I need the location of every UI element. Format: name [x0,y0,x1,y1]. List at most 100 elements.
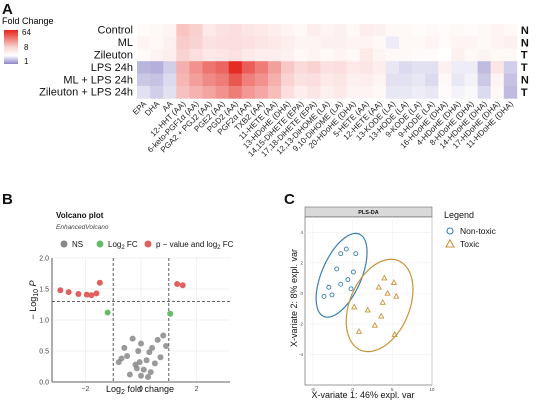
heatmap-cell [425,61,439,74]
heatmap-cell [228,48,243,62]
plsda-point-nontoxic [326,284,332,290]
heatmap-cell [490,48,505,62]
heatmap-cell [268,36,282,50]
heatmap-cell [150,24,164,37]
volcano-legend: NS Log2 FC p − value and log2 FC [60,240,234,251]
volcano-point-ns [124,352,131,359]
volcano-point-ns [146,349,153,356]
heatmap-cell [241,61,256,74]
heatmap-cell [189,61,203,74]
heatmap-cell [281,86,295,99]
plsda-point-toxic [375,283,382,290]
plsda-point-toxic [393,292,400,299]
heatmap-cell [451,86,465,99]
volcano-point-ns [136,359,143,366]
plsda-point-toxic [355,328,363,334]
volcano-y-label: − Log10 P [28,280,40,319]
plsda-x-tick: 0 [351,387,354,392]
heatmap-cell [268,86,282,99]
plsda-plot-area: PLS-DA -5 0 5 10 -4 -2 0 2 4 [299,206,435,392]
heatmap-cell [346,61,360,74]
plsda-point-nontoxic [338,281,344,287]
plsda-y-tick: -4 [299,352,303,357]
heatmap-cell [372,24,387,37]
heatmap-cell [268,48,282,62]
heatmap-cell [202,36,216,50]
heatmap-cell [294,73,308,87]
row-label-zileuton-lps-24h: Zileuton + LPS 24h [39,87,133,99]
fold-change-legend-title: Fold Change [2,16,54,26]
heatmap-cell [346,86,360,99]
volcano-x-tick: 2 [195,386,199,393]
heatmap-cell [490,61,505,74]
row-annotation-ml: N [521,37,529,49]
volcano-point-ns [118,355,125,362]
heatmap-cell [137,73,151,87]
plsda-point-toxic [384,289,391,296]
heatmap-cell [163,48,177,62]
volcano-point-ns [147,369,154,376]
panel-b-volcano: B Volcano plot EnhancedVolcano NS Log2 F… [2,191,234,396]
heatmap-cell [346,48,360,62]
plsda-title: PLS-DA [358,210,379,216]
heatmap-cell [307,24,321,37]
volcano-y-tick: 1.5 [39,287,49,294]
heatmap-cell [176,73,190,87]
volcano-point-ns [135,348,142,354]
heatmap-cell [503,48,518,62]
heatmap-cell [150,73,164,87]
heatmap-cell [202,48,216,62]
heatmap-cell [320,24,334,37]
row-label-ml-lps-24h: ML + LPS 24h [63,74,133,86]
volcano-point-ns [133,365,140,372]
heatmap-cell [163,73,177,87]
row-annotation-control: N [521,25,529,37]
plsda-point-nontoxic [350,269,356,275]
heatmap-cell [346,36,360,50]
heatmap-cell [438,48,452,62]
heatmap-cell [307,61,321,74]
volcano-point-significant [93,290,100,297]
heatmap-cell [176,86,190,99]
legend-toxic-label: Toxic [460,239,480,249]
heatmap-cell [137,36,151,50]
row-annotation-lps-24h: T [521,62,528,74]
volcano-title: Volcano plot [56,211,104,220]
legend-fc-marker [96,240,104,248]
heatmap-cell [163,24,177,37]
heatmap-cell [294,24,308,37]
heatmap-cell [438,36,452,50]
heatmap-cell [333,61,347,74]
volcano-y-tick: 0.0 [39,380,49,387]
plsda-y-label: X-variate 2: 8% expl. var [289,249,299,347]
heatmap-cell [464,36,478,50]
plsda-point-toxic [378,312,385,319]
heatmap-cell [359,24,374,37]
heatmap-cell [385,24,400,37]
plsda-point-nontoxic [353,251,359,257]
heatmap-cell [215,48,229,62]
heatmap-cell [451,36,465,50]
heatmap-cell [202,73,216,87]
heatmap-cell [281,61,295,74]
heatmap-cell [503,73,518,87]
heatmap-cell [399,61,413,74]
heatmap-cell [333,24,347,37]
heatmap-cell [385,36,400,50]
heatmap-cell [241,48,256,62]
plsda-y-tick: -2 [299,321,303,326]
heatmap-cell [163,86,177,99]
heatmap-cell [137,48,151,62]
plsda-point-toxic [364,306,371,313]
heatmap-cell [477,61,491,74]
volcano-point-ns [126,371,133,378]
heatmap-cell [477,86,491,99]
colorbar-tick-1: 1 [24,57,29,66]
volcano-point-significant [65,289,72,296]
heatmap-cell [228,24,243,37]
volcano-point-ns [121,344,128,351]
heatmap-cell [294,86,308,99]
volcano-point-fc [167,310,174,317]
heatmap-cell [241,73,256,87]
